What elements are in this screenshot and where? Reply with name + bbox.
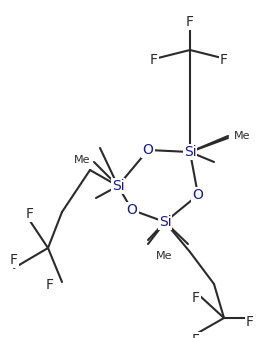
Text: Si: Si <box>184 145 196 159</box>
Text: F: F <box>246 315 254 329</box>
Text: O: O <box>127 203 138 217</box>
Text: F: F <box>10 253 18 267</box>
Text: F: F <box>192 333 200 338</box>
Text: Me: Me <box>73 155 90 165</box>
Text: F: F <box>26 207 34 221</box>
Text: F: F <box>186 15 194 29</box>
Text: O: O <box>193 188 203 202</box>
Text: Si: Si <box>159 215 171 229</box>
Text: F: F <box>220 53 228 67</box>
Text: O: O <box>142 143 153 157</box>
Text: Me: Me <box>234 131 250 141</box>
Text: Me: Me <box>156 251 172 261</box>
Text: Si: Si <box>112 179 124 193</box>
Text: F: F <box>150 53 158 67</box>
Text: F: F <box>192 291 200 305</box>
Text: F: F <box>46 278 54 292</box>
